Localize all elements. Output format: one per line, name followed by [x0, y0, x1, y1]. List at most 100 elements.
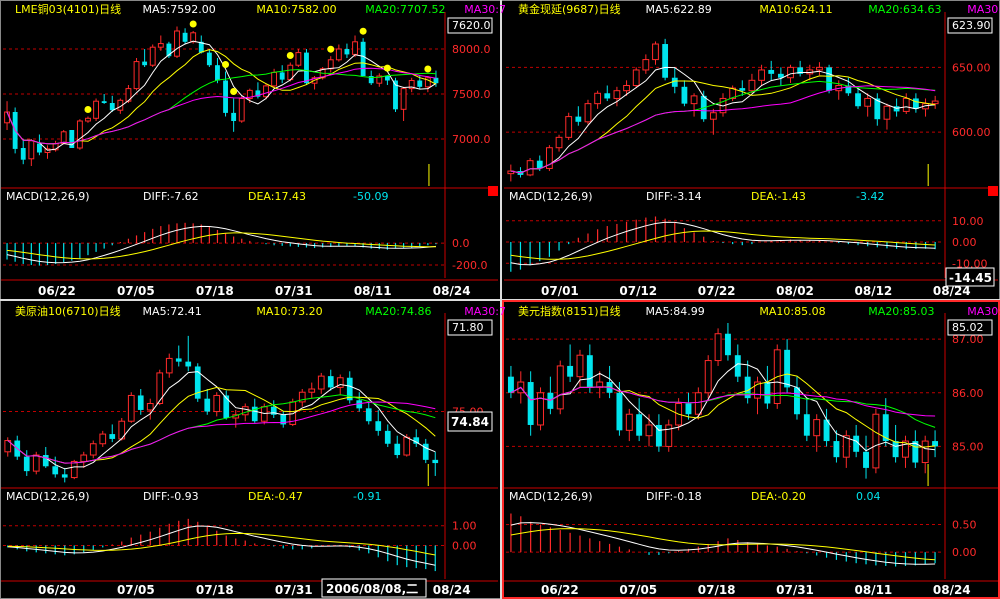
candle-body: [32, 454, 40, 472]
price-tick-label: 650.00: [952, 61, 991, 74]
candle-group: [4, 26, 439, 166]
candle-body: [327, 59, 334, 70]
candle-body: [360, 41, 366, 76]
candle-body: [576, 354, 584, 378]
candle-body: [912, 98, 919, 109]
candle-body: [422, 443, 429, 460]
candle-body: [872, 413, 880, 469]
candle-body: [855, 93, 861, 107]
macd-value-label: -50.09: [353, 190, 388, 203]
macd-box-label: -14.45: [949, 271, 992, 285]
x-tick-label: 08/24: [433, 583, 471, 597]
candle-body: [671, 77, 678, 87]
candle-body: [70, 460, 78, 479]
x-tick-label: 07/31: [275, 284, 313, 298]
candle-body: [80, 454, 88, 462]
macd-tick-label: -200.0: [452, 259, 487, 272]
panel-resize-handle[interactable]: [488, 186, 498, 196]
candle-body: [185, 361, 192, 367]
candle-body: [295, 52, 302, 66]
candle-body: [604, 93, 611, 99]
macd-dea-label: DEA:-0.20: [751, 490, 806, 503]
price-box: [447, 319, 493, 336]
candle-body: [845, 85, 852, 94]
x-tick-label: 07/31: [776, 583, 814, 597]
candle-body: [744, 376, 751, 399]
ma-label: MA20:85.03: [868, 305, 934, 318]
macd-label: MACD(12,26,9): [6, 190, 90, 203]
macd-label: MACD(12,26,9): [6, 490, 90, 503]
macd-value-label: -3.42: [856, 190, 884, 203]
candle-body: [690, 95, 698, 105]
candle-body: [616, 392, 623, 431]
signal-marker: [189, 20, 197, 28]
macd-value-label: -0.91: [353, 490, 381, 503]
chart-panel-4: 美元指数(8151)日线 MA5:84.99 MA10:85.08 MA20:85.0…: [504, 304, 1000, 597]
candle-body: [816, 66, 823, 71]
macd-diff-line: [7, 525, 436, 566]
x-tick-label: 08/02: [776, 284, 814, 298]
x-tick-label: 06/20: [38, 583, 76, 597]
candle-body: [174, 30, 180, 57]
candle-body: [912, 441, 919, 463]
x-tick-label: 08/11: [354, 284, 392, 298]
candle-body: [241, 406, 249, 416]
candle-body: [864, 97, 872, 107]
candle-body: [375, 421, 382, 431]
candle-body: [623, 85, 630, 92]
signal-marker: [424, 65, 432, 73]
candle-body: [546, 147, 553, 169]
candle-body: [902, 440, 909, 458]
candle-body: [133, 61, 140, 90]
x-tick-label: 07/18: [196, 284, 234, 298]
candle-body: [787, 66, 794, 79]
candle-body: [93, 100, 99, 119]
candle-body: [709, 112, 717, 120]
candle-body: [413, 437, 420, 444]
x-tick-label: 08/24: [933, 284, 971, 298]
candle-body: [198, 41, 204, 53]
candle-body: [204, 398, 211, 412]
ma-label: MA20:634.63: [868, 3, 941, 16]
signal-marker: [222, 61, 230, 68]
cursor-date-box: [321, 578, 427, 598]
candle-body: [157, 43, 164, 48]
candle-body: [36, 143, 42, 153]
macd-tick-label: 0.00: [952, 236, 977, 249]
candle-body: [146, 403, 154, 411]
panel-resize-handle[interactable]: [988, 186, 998, 196]
candle-body: [165, 357, 173, 374]
candle-body: [327, 376, 334, 388]
x-tick-label: 07/22: [698, 284, 736, 298]
candle-body: [714, 333, 722, 362]
candle-body: [4, 111, 10, 124]
candle-body: [206, 52, 212, 66]
ma30-line: [510, 386, 936, 417]
candle-body: [109, 103, 115, 111]
panel-title: 黄金现延(9687)日线: [518, 2, 621, 16]
candle-body: [336, 377, 344, 388]
x-tick-label: 08/24: [433, 284, 471, 298]
candle-body: [537, 392, 544, 426]
candle-body: [127, 394, 135, 422]
x-tick-label: 07/12: [619, 284, 657, 298]
macd-tick-label: 0.50: [952, 519, 977, 532]
price-tick-label: 600.00: [952, 126, 991, 139]
macd-value-box: [945, 267, 995, 287]
candle-body: [921, 440, 929, 464]
price-box: [447, 17, 493, 34]
candle-body: [625, 413, 633, 431]
candle-body: [166, 43, 172, 57]
candle-body: [685, 403, 692, 415]
candle-body: [246, 89, 253, 100]
x-tick-label: 07/05: [117, 583, 155, 597]
candle-body: [565, 116, 573, 138]
candle-body: [223, 395, 230, 418]
ma-label: MA10:85.08: [759, 305, 825, 318]
candle-body: [156, 372, 164, 405]
signal-marker: [359, 27, 367, 35]
candle-body: [400, 88, 407, 110]
price-tick-label: 86.00: [952, 387, 984, 400]
macd-diff-label: DIFF:-3.14: [646, 190, 702, 203]
